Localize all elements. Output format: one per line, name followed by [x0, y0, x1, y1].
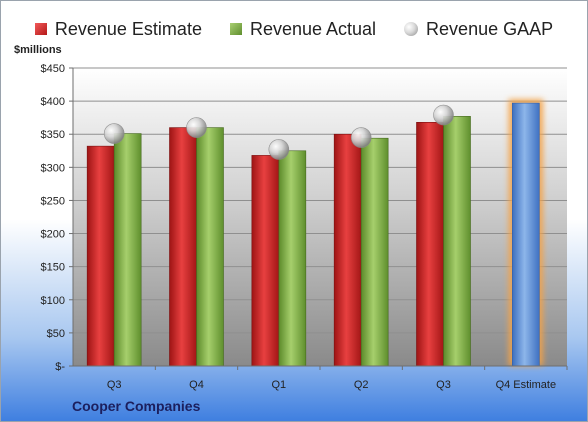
bar-actual: [196, 127, 224, 367]
gaap-marker: [350, 127, 372, 148]
y-axis-ticks: $- $50 $100 $150 $200 $250 $300 $350 $400 $450: [41, 63, 73, 373]
bar-actual: [443, 116, 471, 367]
y-tick-label: $400: [41, 96, 65, 108]
gaap-marker: [103, 123, 125, 144]
legend-item-gaap: Revenue GAAP: [404, 19, 553, 40]
y-tick-label: $200: [41, 229, 65, 241]
x-tick-label: Q4: [189, 379, 204, 391]
legend-swatch-estimate: [34, 23, 47, 35]
gaap-marker: [186, 117, 207, 138]
y-tick-label: $250: [41, 195, 65, 207]
x-tick-label: Q4 Estimate: [496, 379, 557, 391]
x-tick-label: Q3: [107, 379, 122, 391]
bar-forecast: [512, 102, 540, 367]
y-tick-label: $300: [41, 162, 65, 174]
gaap-marker: [268, 139, 290, 160]
legend-label-actual: Revenue Actual: [249, 18, 377, 39]
legend: Revenue Estimate Revenue Actual Revenue …: [0, 16, 588, 42]
y-tick-label: $50: [47, 328, 65, 340]
y-axis-unit-label: $millions: [14, 44, 62, 56]
legend-item-estimate: Revenue Estimate: [34, 18, 202, 40]
y-tick-label: $-: [55, 361, 65, 373]
legend-item-actual: Revenue Actual: [229, 18, 377, 40]
gaap-markers: [103, 104, 454, 160]
legend-swatch-gaap: [404, 22, 419, 36]
bars: [86, 99, 544, 367]
x-tick-label: Q3: [436, 379, 451, 391]
bar-actual: [360, 137, 389, 367]
bar-actual: [113, 133, 142, 367]
legend-label-gaap: Revenue GAAP: [426, 18, 554, 39]
y-tick-label: $450: [41, 63, 65, 75]
plot-area: [73, 68, 567, 366]
bar-estimate: [251, 155, 280, 367]
bar-estimate: [333, 133, 362, 367]
x-tick-label: Q1: [271, 379, 286, 391]
bar-actual: [278, 150, 307, 367]
x-axis-labels: Q3 Q4 Q1 Q2 Q3 Q4 Estimate: [107, 366, 568, 391]
y-tick-label: $150: [41, 262, 65, 274]
y-tick-label: $100: [41, 295, 65, 307]
x-tick-label: Q2: [354, 379, 369, 391]
legend-label-estimate: Revenue Estimate: [54, 18, 202, 39]
bar-estimate: [169, 127, 197, 367]
bar-estimate: [416, 122, 444, 367]
bar-estimate: [86, 145, 115, 367]
legend-swatch-actual: [229, 23, 242, 35]
y-tick-label: $350: [41, 129, 65, 141]
gaap-marker: [433, 104, 454, 126]
company-name: Cooper Companies: [72, 398, 201, 414]
gridlines: [73, 67, 567, 334]
